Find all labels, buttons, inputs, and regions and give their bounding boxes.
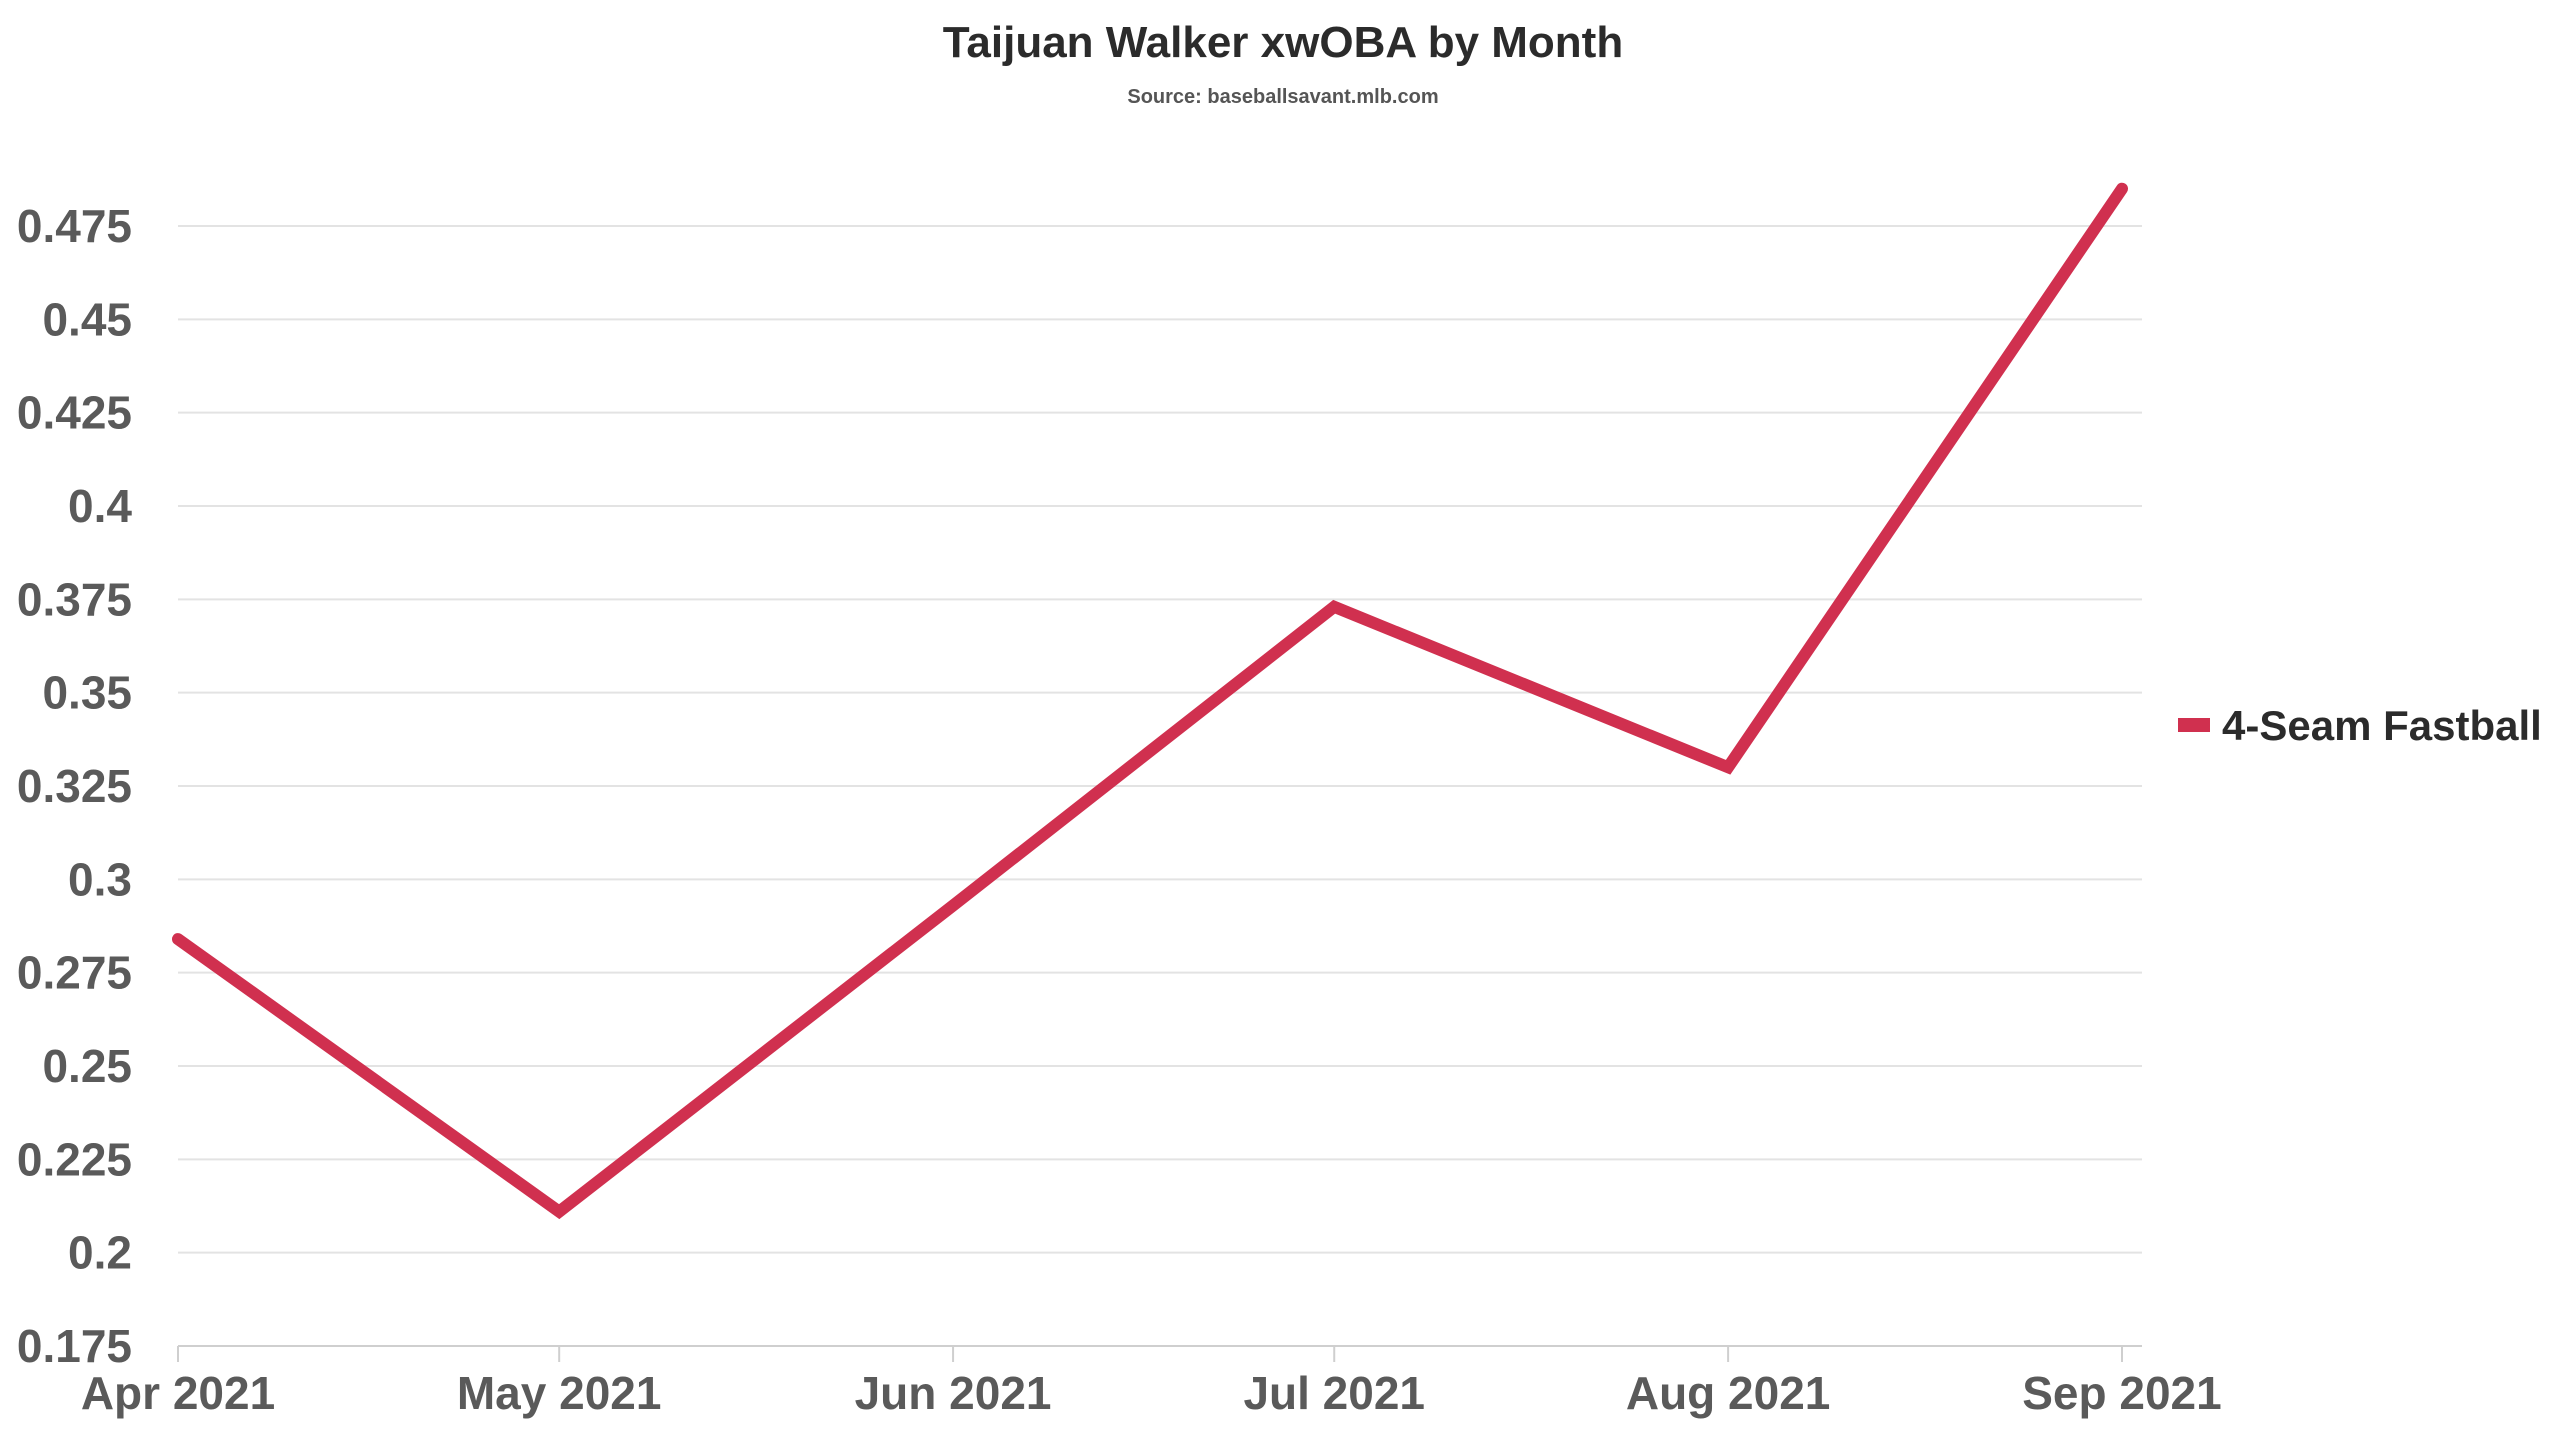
y-tick-label: 0.4 [68, 480, 132, 532]
chart-subtitle: Source: baseballsavant.mlb.com [1127, 86, 1438, 108]
legend-label: 4-Seam Fastball [2222, 702, 2542, 749]
y-tick-label: 0.25 [42, 1040, 132, 1092]
data-point [558, 1210, 561, 1213]
data-point [1727, 766, 1730, 769]
y-tick-label: 0.375 [17, 573, 132, 625]
x-tick-label: Aug 2021 [1626, 1367, 1831, 1419]
y-tick-label: 0.225 [17, 1133, 132, 1185]
legend: 4-Seam Fastball [2178, 702, 2542, 749]
y-tick-label: 0.2 [68, 1227, 132, 1279]
x-tick-label: Sep 2021 [2022, 1367, 2221, 1419]
x-tick-label: Jun 2021 [855, 1367, 1052, 1419]
y-tick-label: 0.475 [17, 200, 132, 252]
data-point [2121, 187, 2123, 190]
chart-title: Taijuan Walker xwOBA by Month [943, 18, 1623, 67]
y-tick-label: 0.325 [17, 760, 132, 812]
y-tick-label: 0.35 [42, 667, 132, 719]
x-tick-label: Jul 2021 [1243, 1367, 1425, 1419]
x-tick-label: Apr 2021 [81, 1367, 275, 1419]
data-point [1333, 605, 1336, 608]
series-layer [172, 182, 2128, 1220]
y-tick-label: 0.425 [17, 387, 132, 439]
x-tick-label: May 2021 [457, 1367, 662, 1419]
series-line-4-seam-fastball [172, 182, 2128, 1220]
y-tick-label: 0.175 [17, 1320, 132, 1372]
y-tick-label: 0.3 [68, 853, 132, 905]
y-tick-label: 0.275 [17, 947, 132, 999]
axes: 0.175 0.2 0.225 0.25 0.275 0.3 0.325 0.35 0.375 0… [17, 200, 2222, 1419]
gridlines [178, 225, 2142, 1254]
data-point [952, 904, 955, 907]
data-point [177, 938, 179, 941]
y-tick-label: 0.45 [42, 293, 132, 345]
